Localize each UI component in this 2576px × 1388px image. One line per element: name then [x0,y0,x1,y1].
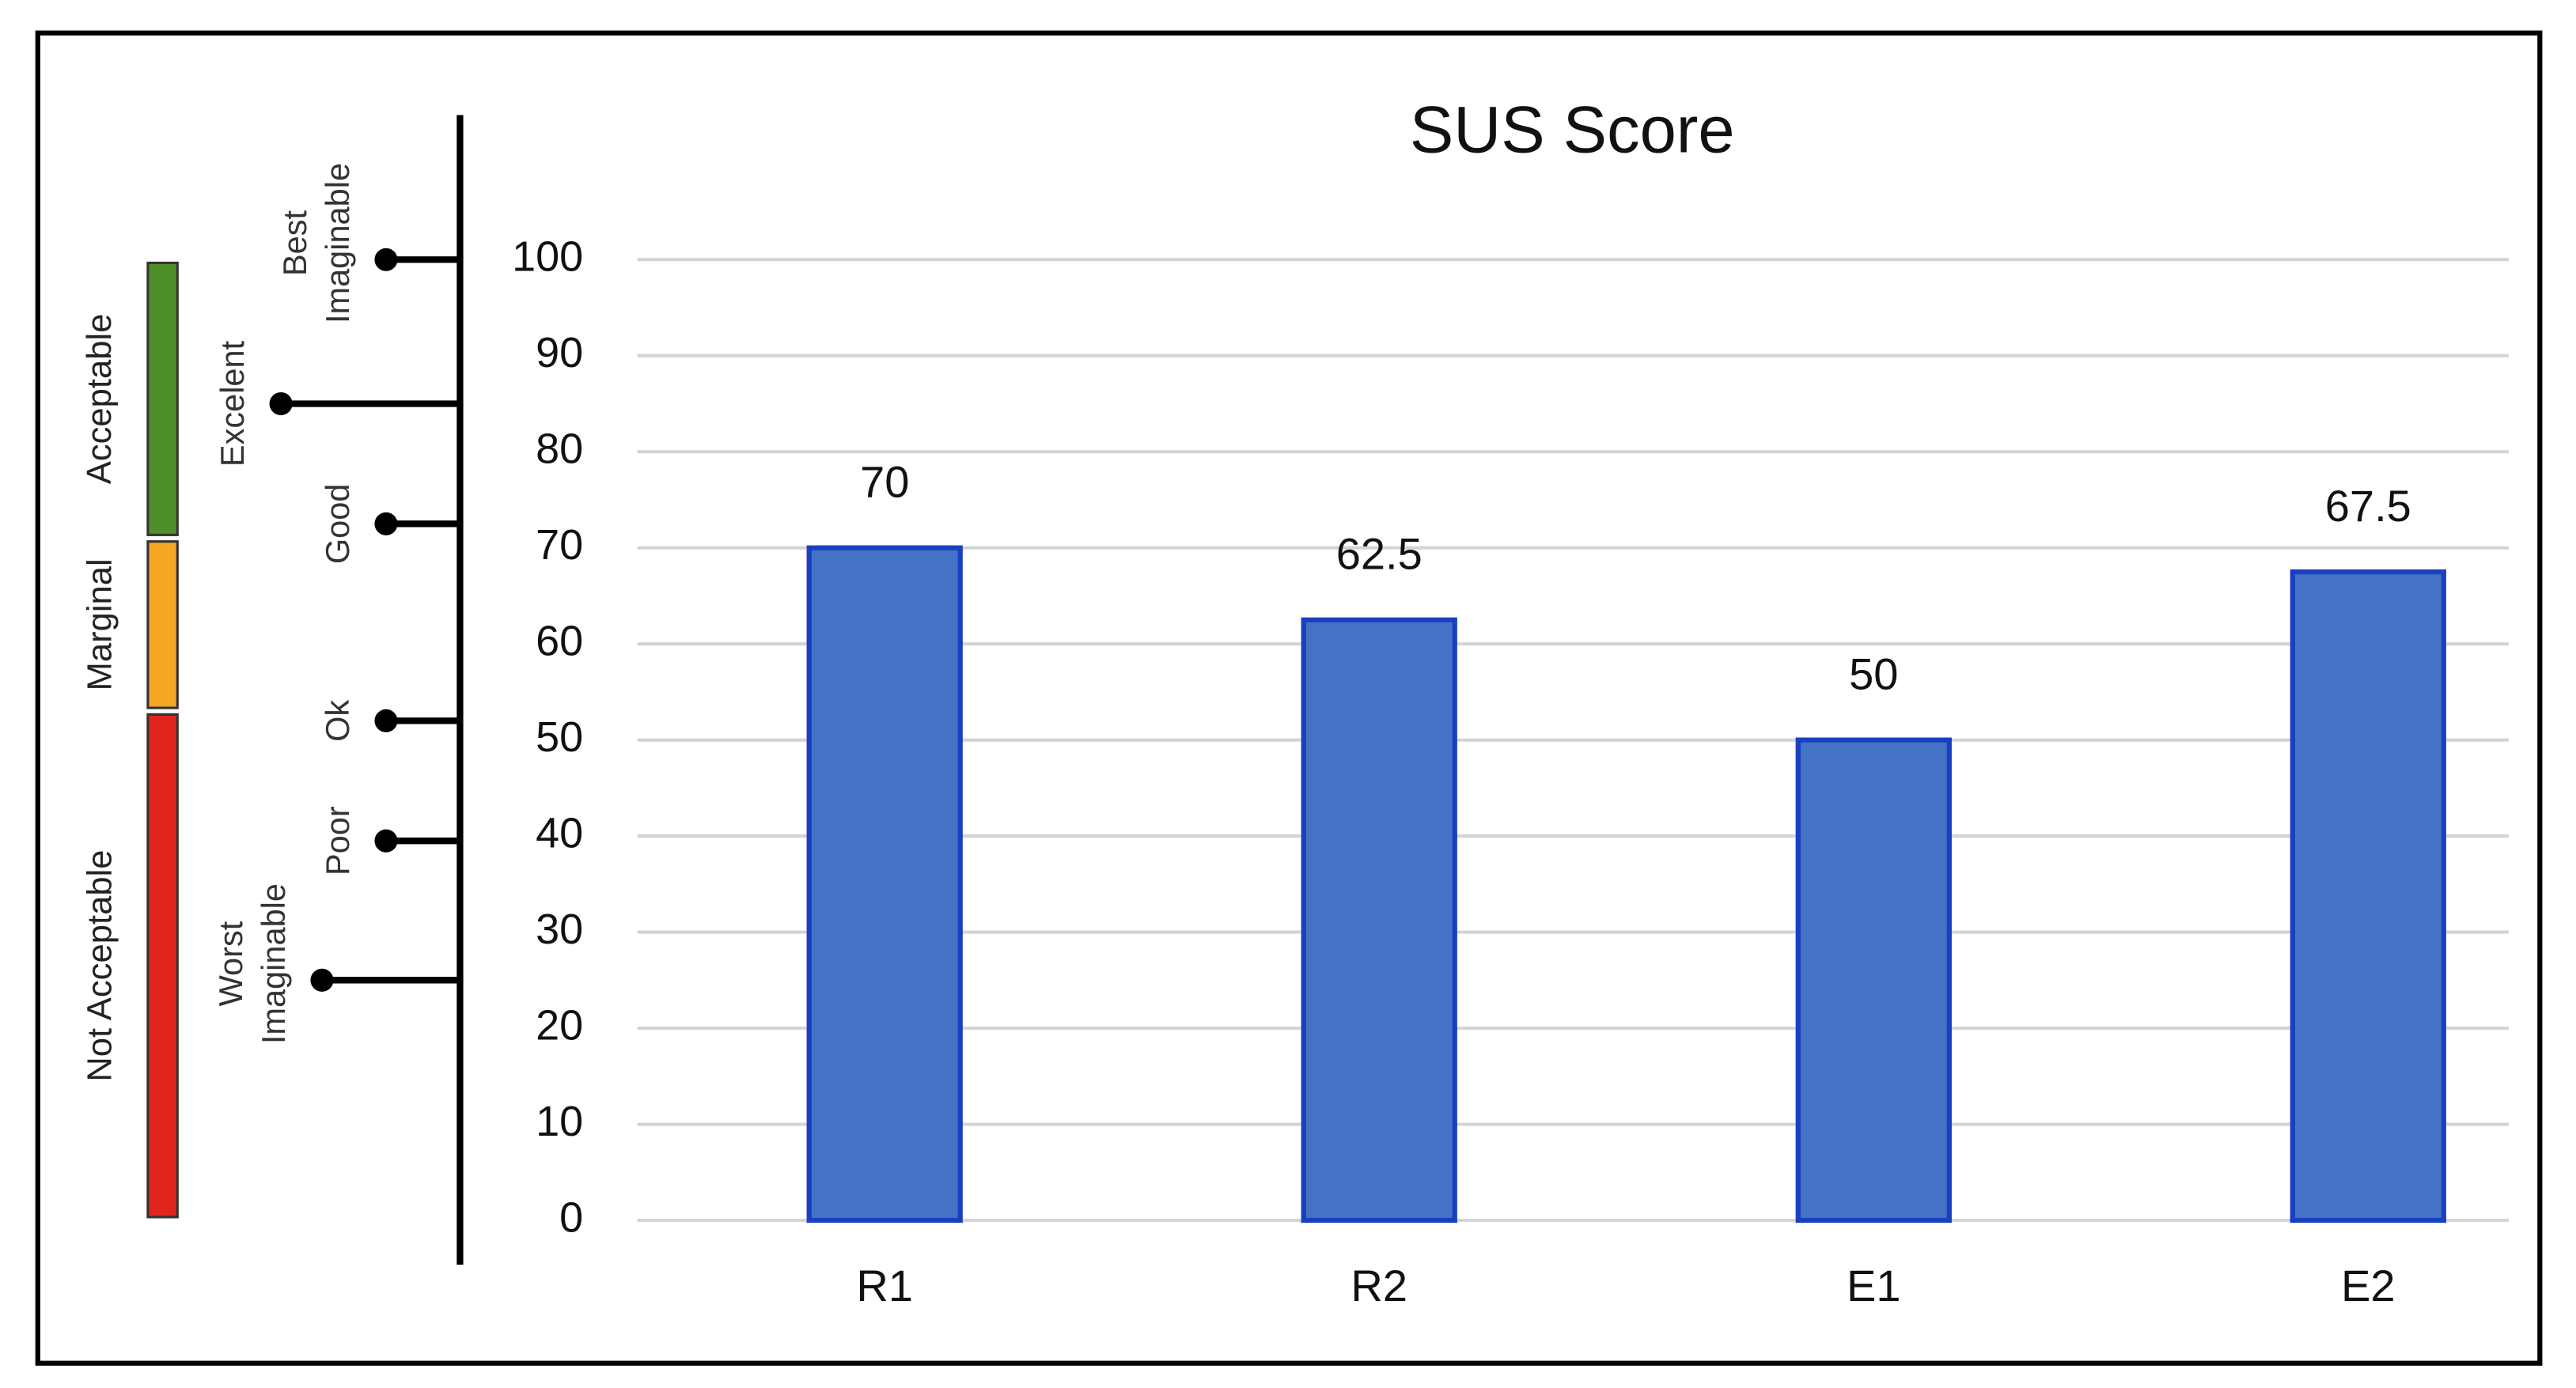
acceptability-label: Acceptable [81,314,119,485]
x-tick-label: R2 [1351,1261,1407,1310]
scale-label: Imaginable [319,163,356,323]
y-tick-label: 90 [536,329,583,376]
scale-marker-dot [374,829,398,853]
chart-title: SUS Score [1410,93,1735,166]
y-tick-label: 10 [536,1098,583,1145]
bar [2290,569,2446,1223]
scale-label: Imaginable [255,883,292,1044]
scale-label: Best [276,210,313,276]
y-tick-label: 40 [536,809,583,857]
acceptability-range [146,261,179,536]
value-label: 67.5 [2325,481,2411,531]
x-tick-label: E1 [1847,1261,1901,1310]
acceptability-range [146,540,179,709]
y-tick-label: 70 [536,521,583,569]
bar [1795,737,1952,1223]
frame [35,30,2543,1366]
scale-marker-dot [374,512,398,535]
scale-label: Poor [319,806,356,876]
x-tick-label: E2 [2341,1261,2396,1310]
acceptability-label: Marginal [81,558,119,690]
y-tick-label: 100 [512,233,583,281]
value-label: 50 [1849,649,1898,699]
bar [806,545,963,1223]
value-label: 62.5 [1336,529,1422,579]
scale-marker-dot [269,391,293,416]
x-tick-label: R1 [856,1261,913,1310]
y-tick-label: 0 [559,1193,583,1241]
scale-label: Worst [212,921,249,1006]
acceptability-range [146,713,179,1219]
y-tick-label: 60 [536,617,583,664]
scale-label: Ok [319,700,356,742]
scale-marker-dot [310,968,334,992]
bar [1301,617,1457,1223]
y-tick-label: 30 [536,906,583,953]
scale-marker-dot [374,248,398,271]
acceptability-label: Not Acceptable [81,849,119,1081]
y-tick-label: 80 [536,425,583,472]
scale-label: Excelent [214,340,251,467]
scale-marker-dot [374,709,398,732]
scale-label: Good [319,484,356,565]
y-tick-label: 50 [536,713,583,761]
value-label: 70 [860,457,909,507]
y-tick-label: 20 [536,1001,583,1049]
